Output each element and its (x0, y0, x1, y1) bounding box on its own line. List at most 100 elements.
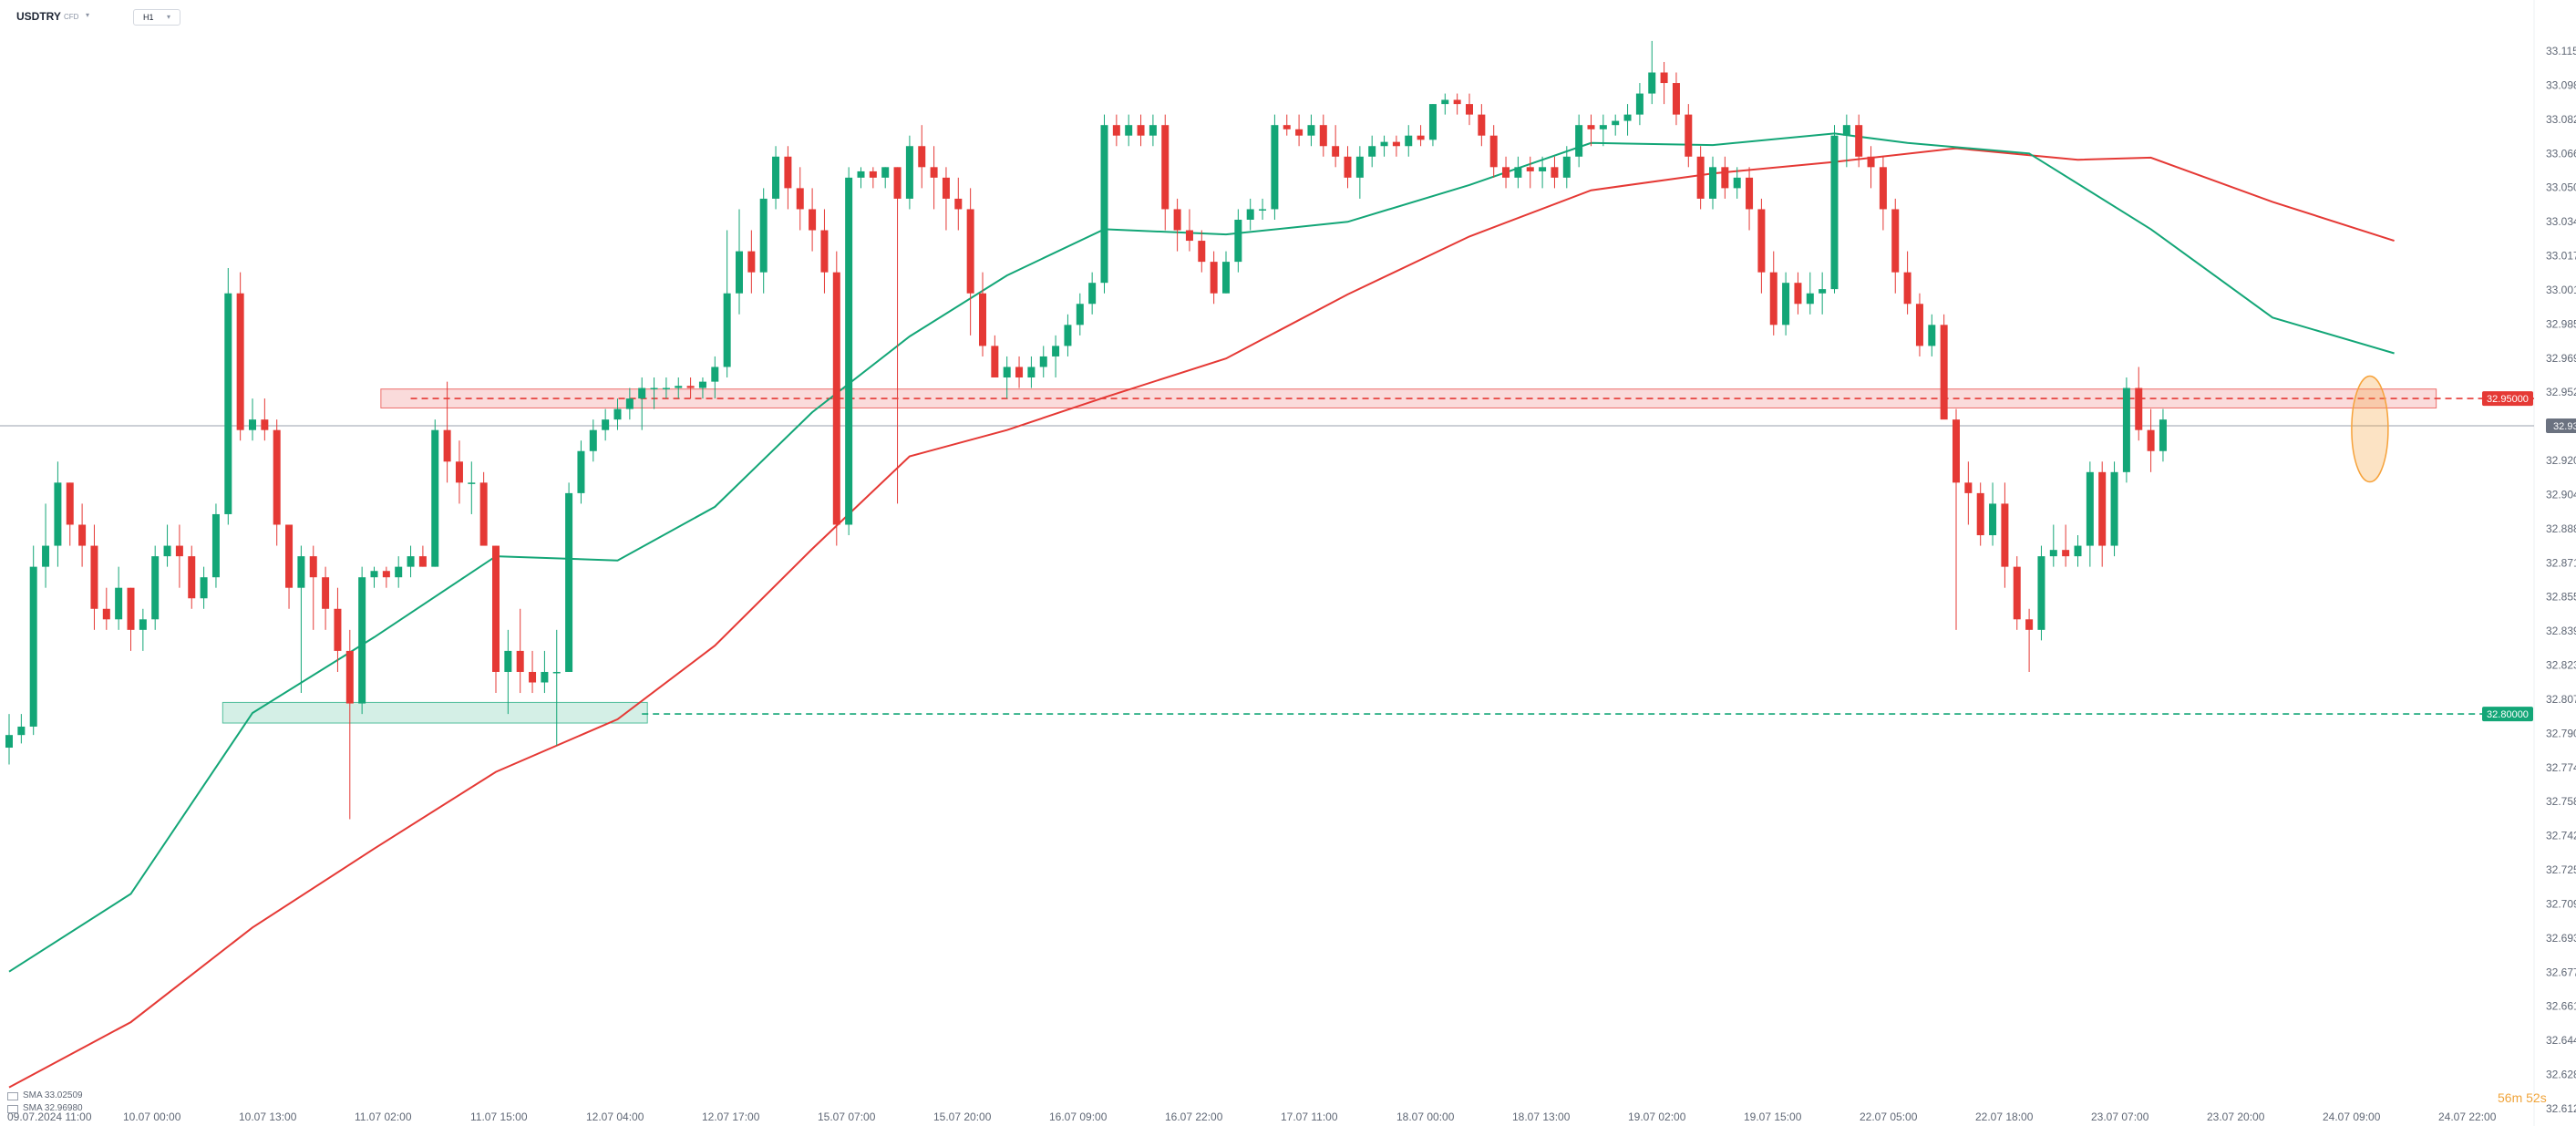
y-tick-label: 32.61235 (2546, 1102, 2576, 1115)
symbol-name[interactable]: USDTRY (16, 10, 61, 23)
candle-body (1915, 304, 1923, 346)
candle (479, 471, 488, 546)
price-label: 32.80000 (2482, 707, 2533, 722)
eye-icon[interactable] (7, 1104, 18, 1113)
candle (1562, 146, 1571, 189)
candle (1355, 146, 1364, 199)
candle-body (358, 577, 366, 704)
y-tick-label: 32.75834 (2546, 795, 2576, 808)
candle-body (613, 408, 622, 420)
candle (954, 177, 963, 231)
x-tick-label: 11.07 15:00 (470, 1111, 528, 1123)
candle-body (1794, 283, 1802, 305)
candle (602, 408, 610, 441)
candle (845, 167, 853, 536)
candle-body (832, 272, 840, 525)
candle (151, 545, 160, 630)
candle-body (2013, 566, 2021, 620)
candle-body (1489, 135, 1498, 168)
candle-body (1271, 125, 1279, 210)
legend-item-sma-slow[interactable]: SMA 33.02509 (7, 1090, 83, 1102)
y-tick-label: 32.85566 (2546, 591, 2576, 604)
y-tick-label: 32.72590 (2546, 863, 2576, 876)
candle (930, 146, 938, 210)
y-tick-label: 33.01787 (2546, 250, 2576, 263)
candle-body (905, 146, 913, 199)
candle (2062, 524, 2070, 567)
symbol-dropdown-icon[interactable]: ▾ (86, 11, 90, 19)
y-tick-label: 32.77456 (2546, 761, 2576, 774)
candles (5, 40, 2167, 820)
chevron-down-icon: ▾ (167, 13, 171, 21)
candle-body (2086, 471, 2094, 546)
candle-body (1466, 104, 1473, 115)
candle (991, 335, 999, 378)
candle (42, 503, 50, 588)
eye-icon[interactable] (7, 1091, 18, 1100)
candle (2074, 535, 2082, 567)
candle (188, 545, 196, 609)
candle (1064, 314, 1072, 356)
candle (784, 146, 792, 210)
candle-body (820, 230, 829, 273)
candle (395, 556, 403, 588)
candle (1478, 104, 1486, 147)
x-tick-label: 17.07 11:00 (1281, 1111, 1338, 1123)
candle-body (345, 650, 354, 704)
candle-body (1161, 125, 1170, 210)
timeframe-value: H1 (143, 13, 154, 22)
candle-body (1453, 99, 1461, 105)
candle-body (261, 419, 269, 430)
candle (1137, 114, 1145, 147)
candle (1428, 104, 1437, 147)
candle (1514, 156, 1522, 189)
candle-body (249, 419, 256, 430)
candle-body (1660, 72, 1668, 84)
candle (1441, 93, 1449, 115)
candle-body (1137, 125, 1145, 136)
candle-body (1259, 209, 1267, 211)
candle-body (1830, 135, 1839, 290)
x-tick-label: 10.07 13:00 (239, 1111, 297, 1123)
candle-body (698, 381, 706, 388)
candle (979, 272, 986, 356)
candle (1551, 156, 1559, 189)
candle (686, 377, 695, 399)
price-label-text: 32.93703 (2553, 421, 2576, 432)
axes: 33.11519 33.09897 33.08275 33.06653 33.05031… (7, 45, 2576, 1123)
timeframe-select[interactable]: H1 ▾ (133, 9, 180, 26)
candle (918, 125, 926, 189)
candle-body (638, 387, 646, 399)
candle (2110, 461, 2118, 557)
x-tick-label: 19.07 15:00 (1744, 1111, 1802, 1123)
candle (1879, 156, 1887, 231)
candle-body (869, 170, 877, 178)
candle-body (529, 671, 537, 683)
candle-body (747, 251, 756, 273)
candle-body (1551, 167, 1559, 178)
candle (942, 167, 950, 231)
candle (334, 587, 342, 672)
y-tick-label: 33.06653 (2546, 147, 2576, 160)
x-tick-label: 10.07 00:00 (123, 1111, 181, 1123)
candle-body (1428, 104, 1437, 140)
candle-body (42, 545, 50, 567)
candle-body (2159, 419, 2167, 451)
candle-body (1198, 241, 1206, 263)
candle-body (650, 387, 658, 390)
candle (2147, 408, 2155, 472)
x-tick-label: 22.07 18:00 (1975, 1111, 2034, 1123)
candle-body (1246, 209, 1254, 220)
candle-body (565, 492, 573, 672)
candle-body (1623, 114, 1632, 121)
candle-body (1842, 125, 1850, 136)
candle-body (1332, 146, 1340, 157)
candle-body (1380, 141, 1388, 147)
y-tick-label: 33.03409 (2546, 215, 2576, 228)
candle-body (431, 429, 439, 567)
legend-item-sma-fast[interactable]: SMA 32.96980 (7, 1102, 83, 1115)
candle (2122, 377, 2130, 483)
legend-label: SMA 32.96980 (23, 1103, 83, 1113)
candle (1088, 272, 1097, 315)
